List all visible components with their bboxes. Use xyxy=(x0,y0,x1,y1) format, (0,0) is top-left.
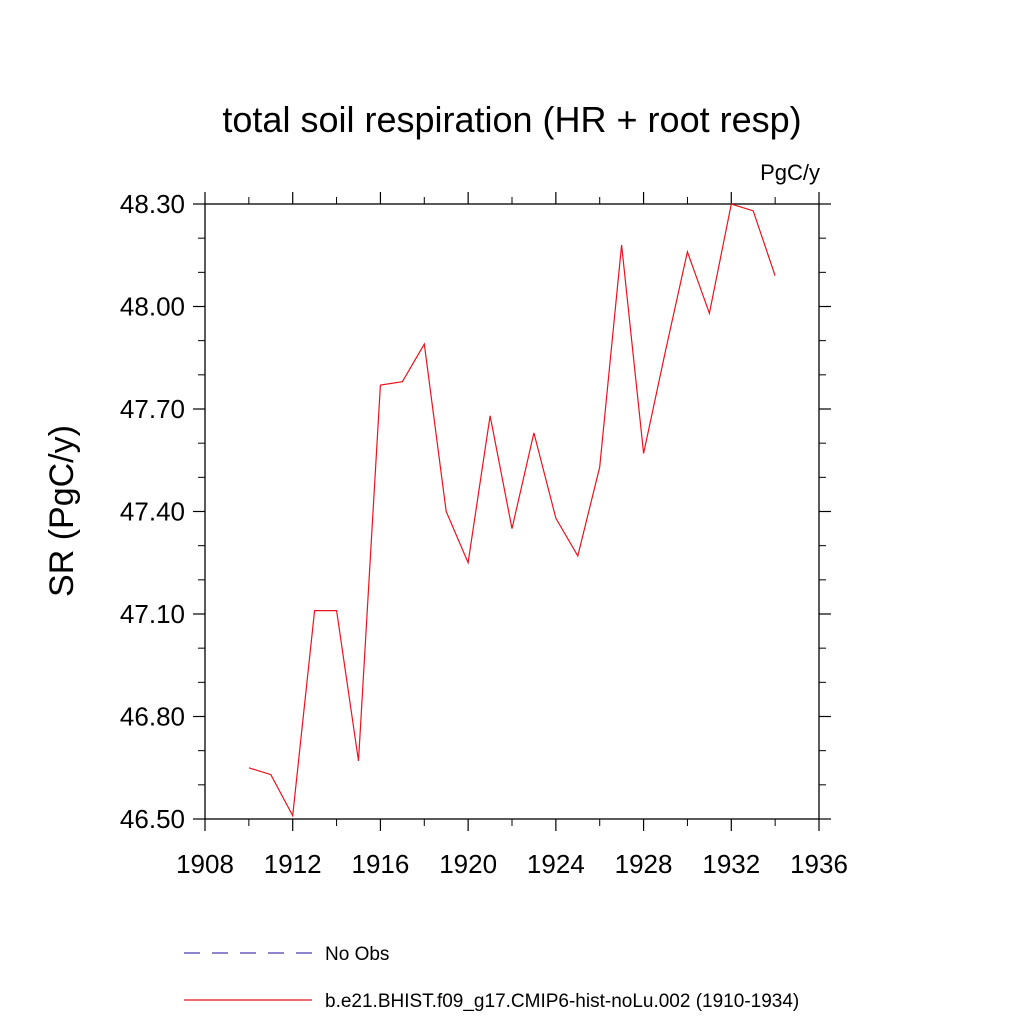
x-tick-label: 1916 xyxy=(352,849,410,879)
plot-frame xyxy=(204,203,820,820)
x-tick-label: 1924 xyxy=(527,849,585,879)
x-tick-label: 1920 xyxy=(439,849,497,879)
legend-label: No Obs xyxy=(325,944,389,965)
y-tick-label: 48.00 xyxy=(120,292,185,322)
y-tick-label: 47.70 xyxy=(120,394,185,424)
y-ticks: 46.50 46.80 47.10 47.40 47.70 48.00 48.30 xyxy=(120,189,831,834)
x-tick-label: 1912 xyxy=(264,849,322,879)
units-label: PgC/y xyxy=(760,160,820,185)
y-tick-label: 47.40 xyxy=(120,497,185,527)
x-tick-label: 1928 xyxy=(615,849,673,879)
y-tick-label: 47.10 xyxy=(120,599,185,629)
series-lines xyxy=(248,203,776,818)
series-line-1 xyxy=(248,203,776,818)
x-tick-label: 1908 xyxy=(176,849,234,879)
y-tick-label: 46.80 xyxy=(120,702,185,732)
chart-title: total soil respiration (HR + root resp) xyxy=(222,99,801,140)
y-axis-label: SR (PgC/y) xyxy=(43,425,81,597)
y-tick-label: 46.50 xyxy=(120,804,185,834)
x-tick-label: 1936 xyxy=(790,849,848,879)
legend-label: b.e21.BHIST.f09_g17.CMIP6-hist-noLu.002 … xyxy=(325,991,799,1012)
y-tick-label: 48.30 xyxy=(120,189,185,219)
x-tick-label: 1932 xyxy=(702,849,760,879)
x-ticks: 1908 1912 1916 1920 1924 1928 1932 1936 xyxy=(176,192,848,879)
legend: No Obs b.e21.BHIST.f09_g17.CMIP6-hist-noL… xyxy=(184,944,799,1012)
